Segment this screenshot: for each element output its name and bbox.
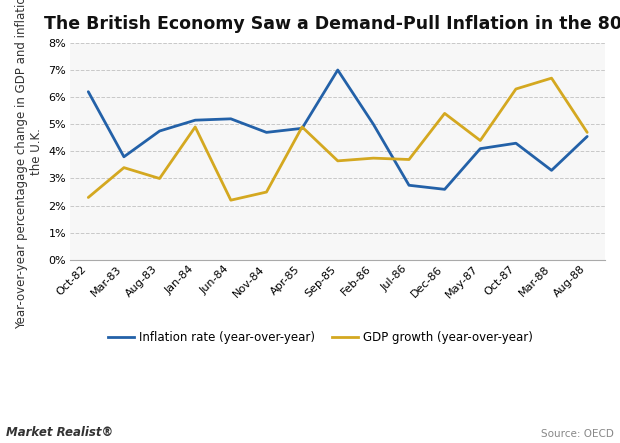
GDP growth (year-over-year) [84,195,92,200]
GDP growth (year-over-year) [441,111,448,116]
Inflation rate (year-over-year) [84,89,92,94]
GDP growth (year-over-year) [370,155,377,161]
Inflation rate (year-over-year) [512,140,520,146]
Inflation rate (year-over-year) [583,134,591,139]
Inflation rate (year-over-year) [298,126,306,131]
Inflation rate (year-over-year) [334,67,342,73]
GDP growth (year-over-year) [156,176,163,181]
GDP growth (year-over-year) [120,165,128,170]
GDP growth (year-over-year) [583,130,591,135]
Y-axis label: Year-over-year percentagage change in GDP and inflation in
the U.K.: Year-over-year percentagage change in GD… [15,0,43,329]
GDP growth (year-over-year) [227,198,234,203]
GDP growth (year-over-year) [548,75,556,81]
GDP growth (year-over-year) [405,157,413,162]
GDP growth (year-over-year) [263,190,270,195]
Inflation rate (year-over-year) [405,183,413,188]
Inflation rate (year-over-year) [548,168,556,173]
Inflation rate (year-over-year) [192,117,199,123]
Text: Market Realist®: Market Realist® [6,426,113,439]
Text: Source: OECD: Source: OECD [541,428,614,439]
Inflation rate (year-over-year) [263,130,270,135]
Inflation rate (year-over-year) [156,128,163,134]
Legend: Inflation rate (year-over-year), GDP growth (year-over-year): Inflation rate (year-over-year), GDP gro… [103,326,538,349]
Inflation rate (year-over-year) [477,146,484,152]
Inflation rate (year-over-year) [441,187,448,192]
Inflation rate (year-over-year) [227,116,234,121]
Inflation rate (year-over-year) [120,154,128,159]
GDP growth (year-over-year) [512,86,520,92]
Line: Inflation rate (year-over-year): Inflation rate (year-over-year) [88,70,587,189]
GDP growth (year-over-year) [192,124,199,130]
GDP growth (year-over-year) [298,124,306,130]
Title: The British Economy Saw a Demand-Pull Inflation in the 80s: The British Economy Saw a Demand-Pull In… [43,15,620,33]
GDP growth (year-over-year) [477,138,484,143]
Line: GDP growth (year-over-year): GDP growth (year-over-year) [88,78,587,200]
GDP growth (year-over-year) [334,158,342,163]
Inflation rate (year-over-year) [370,121,377,127]
